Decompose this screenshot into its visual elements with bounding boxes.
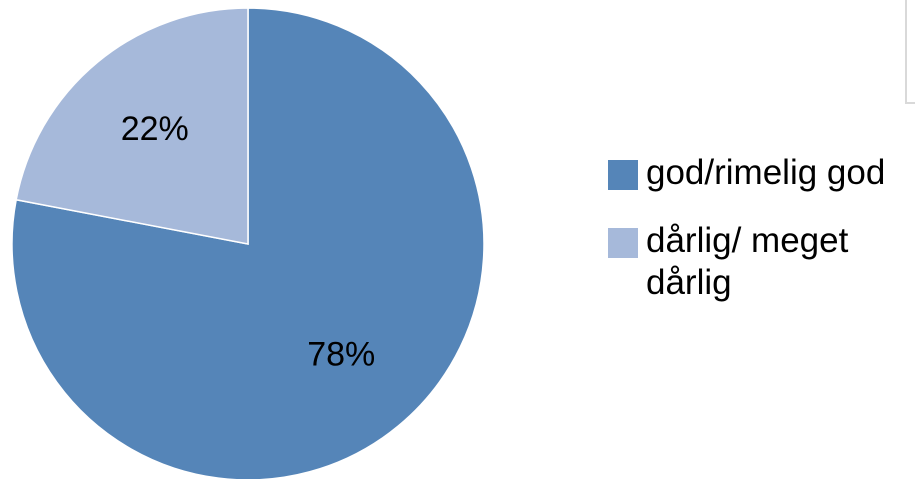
plot-area-border-fragment [905, 0, 915, 104]
data-label-darlig-meget-darlig: 22% [121, 110, 189, 148]
legend-label-darlig-meget-darlig: dårlig/ meget dårlig [646, 220, 901, 304]
data-label-god-rimelig-god: 78% [307, 336, 375, 374]
legend-item-darlig-meget-darlig: dårlig/ meget dårlig [608, 220, 913, 304]
pie-slices [12, 8, 484, 479]
legend-label-god-rimelig-god: god/rimelig god [646, 152, 901, 194]
legend-item-god-rimelig-god: god/rimelig god [608, 152, 913, 194]
legend: god/rimelig god dårlig/ meget dårlig [608, 152, 913, 330]
legend-swatch-god-rimelig-god [608, 160, 638, 190]
legend-swatch-darlig-meget-darlig [608, 228, 638, 258]
